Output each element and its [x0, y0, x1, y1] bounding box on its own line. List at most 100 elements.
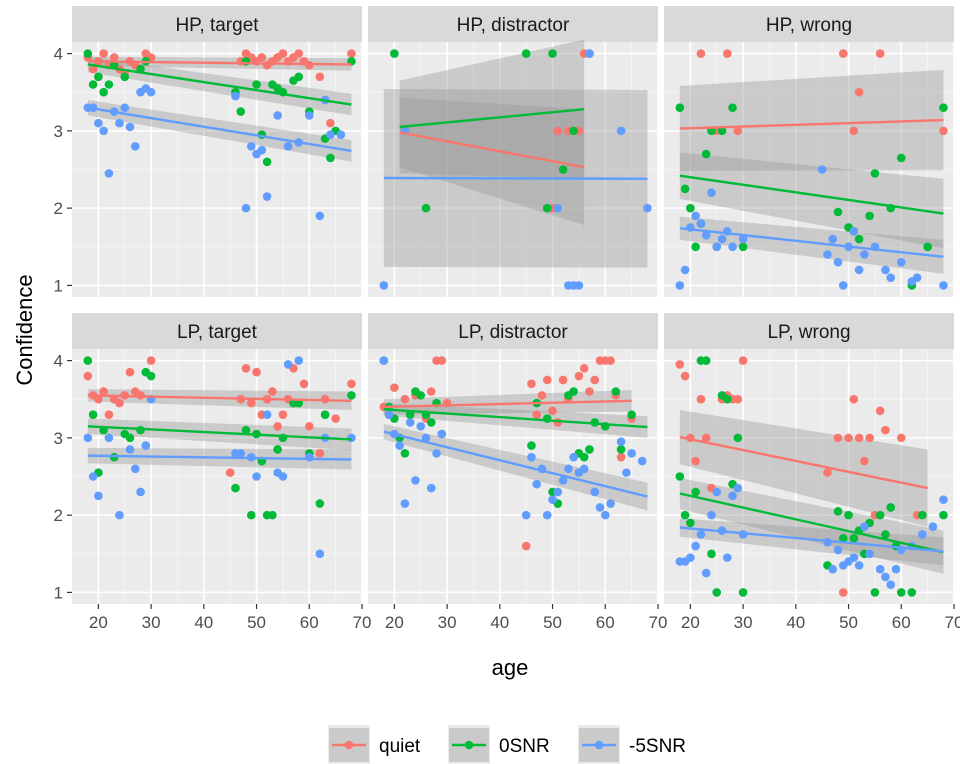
data-point	[833, 433, 843, 443]
data-point	[146, 371, 156, 381]
data-point	[896, 153, 906, 163]
data-point	[870, 169, 880, 178]
data-point	[564, 464, 573, 474]
strip-label: LP, wrong	[767, 322, 850, 343]
data-point	[542, 203, 552, 213]
fit-line-5snr	[679, 227, 944, 259]
fit-line-quiet	[383, 399, 632, 409]
legend-item-0snr: 0SNR	[448, 725, 550, 764]
data-point	[347, 391, 356, 400]
confidence-band-quiet	[87, 389, 352, 411]
data-point	[886, 503, 896, 512]
data-point	[136, 487, 145, 497]
x-tick-label: 70	[353, 613, 372, 632]
data-point	[712, 588, 722, 597]
data-point	[881, 425, 890, 435]
x-tick-label: 50	[839, 613, 858, 632]
data-point	[294, 49, 304, 58]
data-point	[109, 53, 119, 62]
data-point	[320, 410, 330, 419]
data-point	[881, 572, 890, 582]
data-point	[426, 387, 436, 396]
data-point	[875, 406, 885, 416]
data-point	[395, 441, 404, 450]
data-point	[579, 452, 589, 462]
data-point	[426, 483, 436, 493]
data-point	[585, 387, 594, 396]
data-point	[849, 227, 859, 236]
data-point	[622, 468, 631, 477]
data-point	[88, 80, 98, 89]
legend-label: quiet	[379, 736, 421, 757]
confidence-band-5snr	[679, 216, 944, 274]
data-point	[268, 510, 277, 520]
data-point	[701, 568, 711, 578]
data-point	[120, 72, 130, 82]
data-point	[125, 433, 135, 443]
data-point	[273, 111, 282, 120]
data-point	[675, 281, 685, 290]
data-point	[738, 588, 748, 597]
data-point	[569, 452, 578, 462]
fit-line-quiet	[87, 60, 352, 66]
data-point	[347, 379, 356, 389]
strip-label: LP, target	[177, 322, 258, 343]
data-point	[733, 483, 743, 493]
data-point	[252, 80, 261, 89]
data-point	[384, 410, 394, 419]
data-point	[823, 468, 832, 477]
data-point	[833, 207, 843, 217]
data-point	[722, 553, 732, 562]
data-point	[865, 549, 874, 559]
data-point	[405, 418, 415, 427]
data-point	[246, 398, 256, 408]
data-point	[326, 153, 335, 163]
data-point	[844, 510, 853, 520]
data-point	[278, 410, 288, 419]
gridlines	[664, 349, 955, 604]
x-tick-label: 20	[385, 613, 404, 632]
data-point	[125, 122, 135, 132]
y-tick-label: 3	[54, 122, 63, 141]
data-point	[680, 371, 690, 381]
data-point	[278, 49, 288, 58]
points-5snr	[379, 356, 647, 520]
data-point	[896, 588, 906, 597]
data-point	[437, 356, 447, 365]
data-point	[558, 165, 568, 174]
data-point	[939, 281, 948, 290]
data-point	[675, 472, 685, 481]
data-point	[426, 418, 436, 427]
data-point	[696, 49, 706, 58]
data-point	[585, 49, 594, 58]
data-point	[104, 80, 114, 89]
data-point	[558, 476, 568, 485]
data-point	[712, 242, 722, 252]
data-point	[627, 449, 636, 458]
data-point	[939, 126, 948, 136]
fit-line-quiet	[679, 118, 944, 130]
points-0snr	[83, 49, 356, 167]
data-point	[637, 456, 647, 466]
x-tick-label: 50	[543, 613, 562, 632]
x-tick-label: 40	[490, 613, 509, 632]
data-point	[875, 510, 885, 520]
data-point	[273, 421, 282, 431]
points-0snr	[675, 356, 948, 597]
fit-line-5snr	[87, 106, 352, 153]
x-axis-title: age	[492, 655, 529, 680]
data-point	[616, 452, 626, 462]
data-point	[130, 142, 140, 151]
data-point	[860, 250, 869, 259]
data-point	[686, 553, 695, 562]
data-point	[400, 394, 410, 404]
panel-lp-target: LP, target	[72, 313, 363, 604]
data-point	[585, 445, 594, 454]
data-point	[849, 553, 859, 562]
data-point	[616, 126, 626, 136]
data-point	[828, 234, 838, 244]
data-point	[854, 561, 864, 570]
data-point	[146, 87, 156, 97]
data-point	[691, 487, 700, 497]
data-point	[728, 242, 737, 252]
